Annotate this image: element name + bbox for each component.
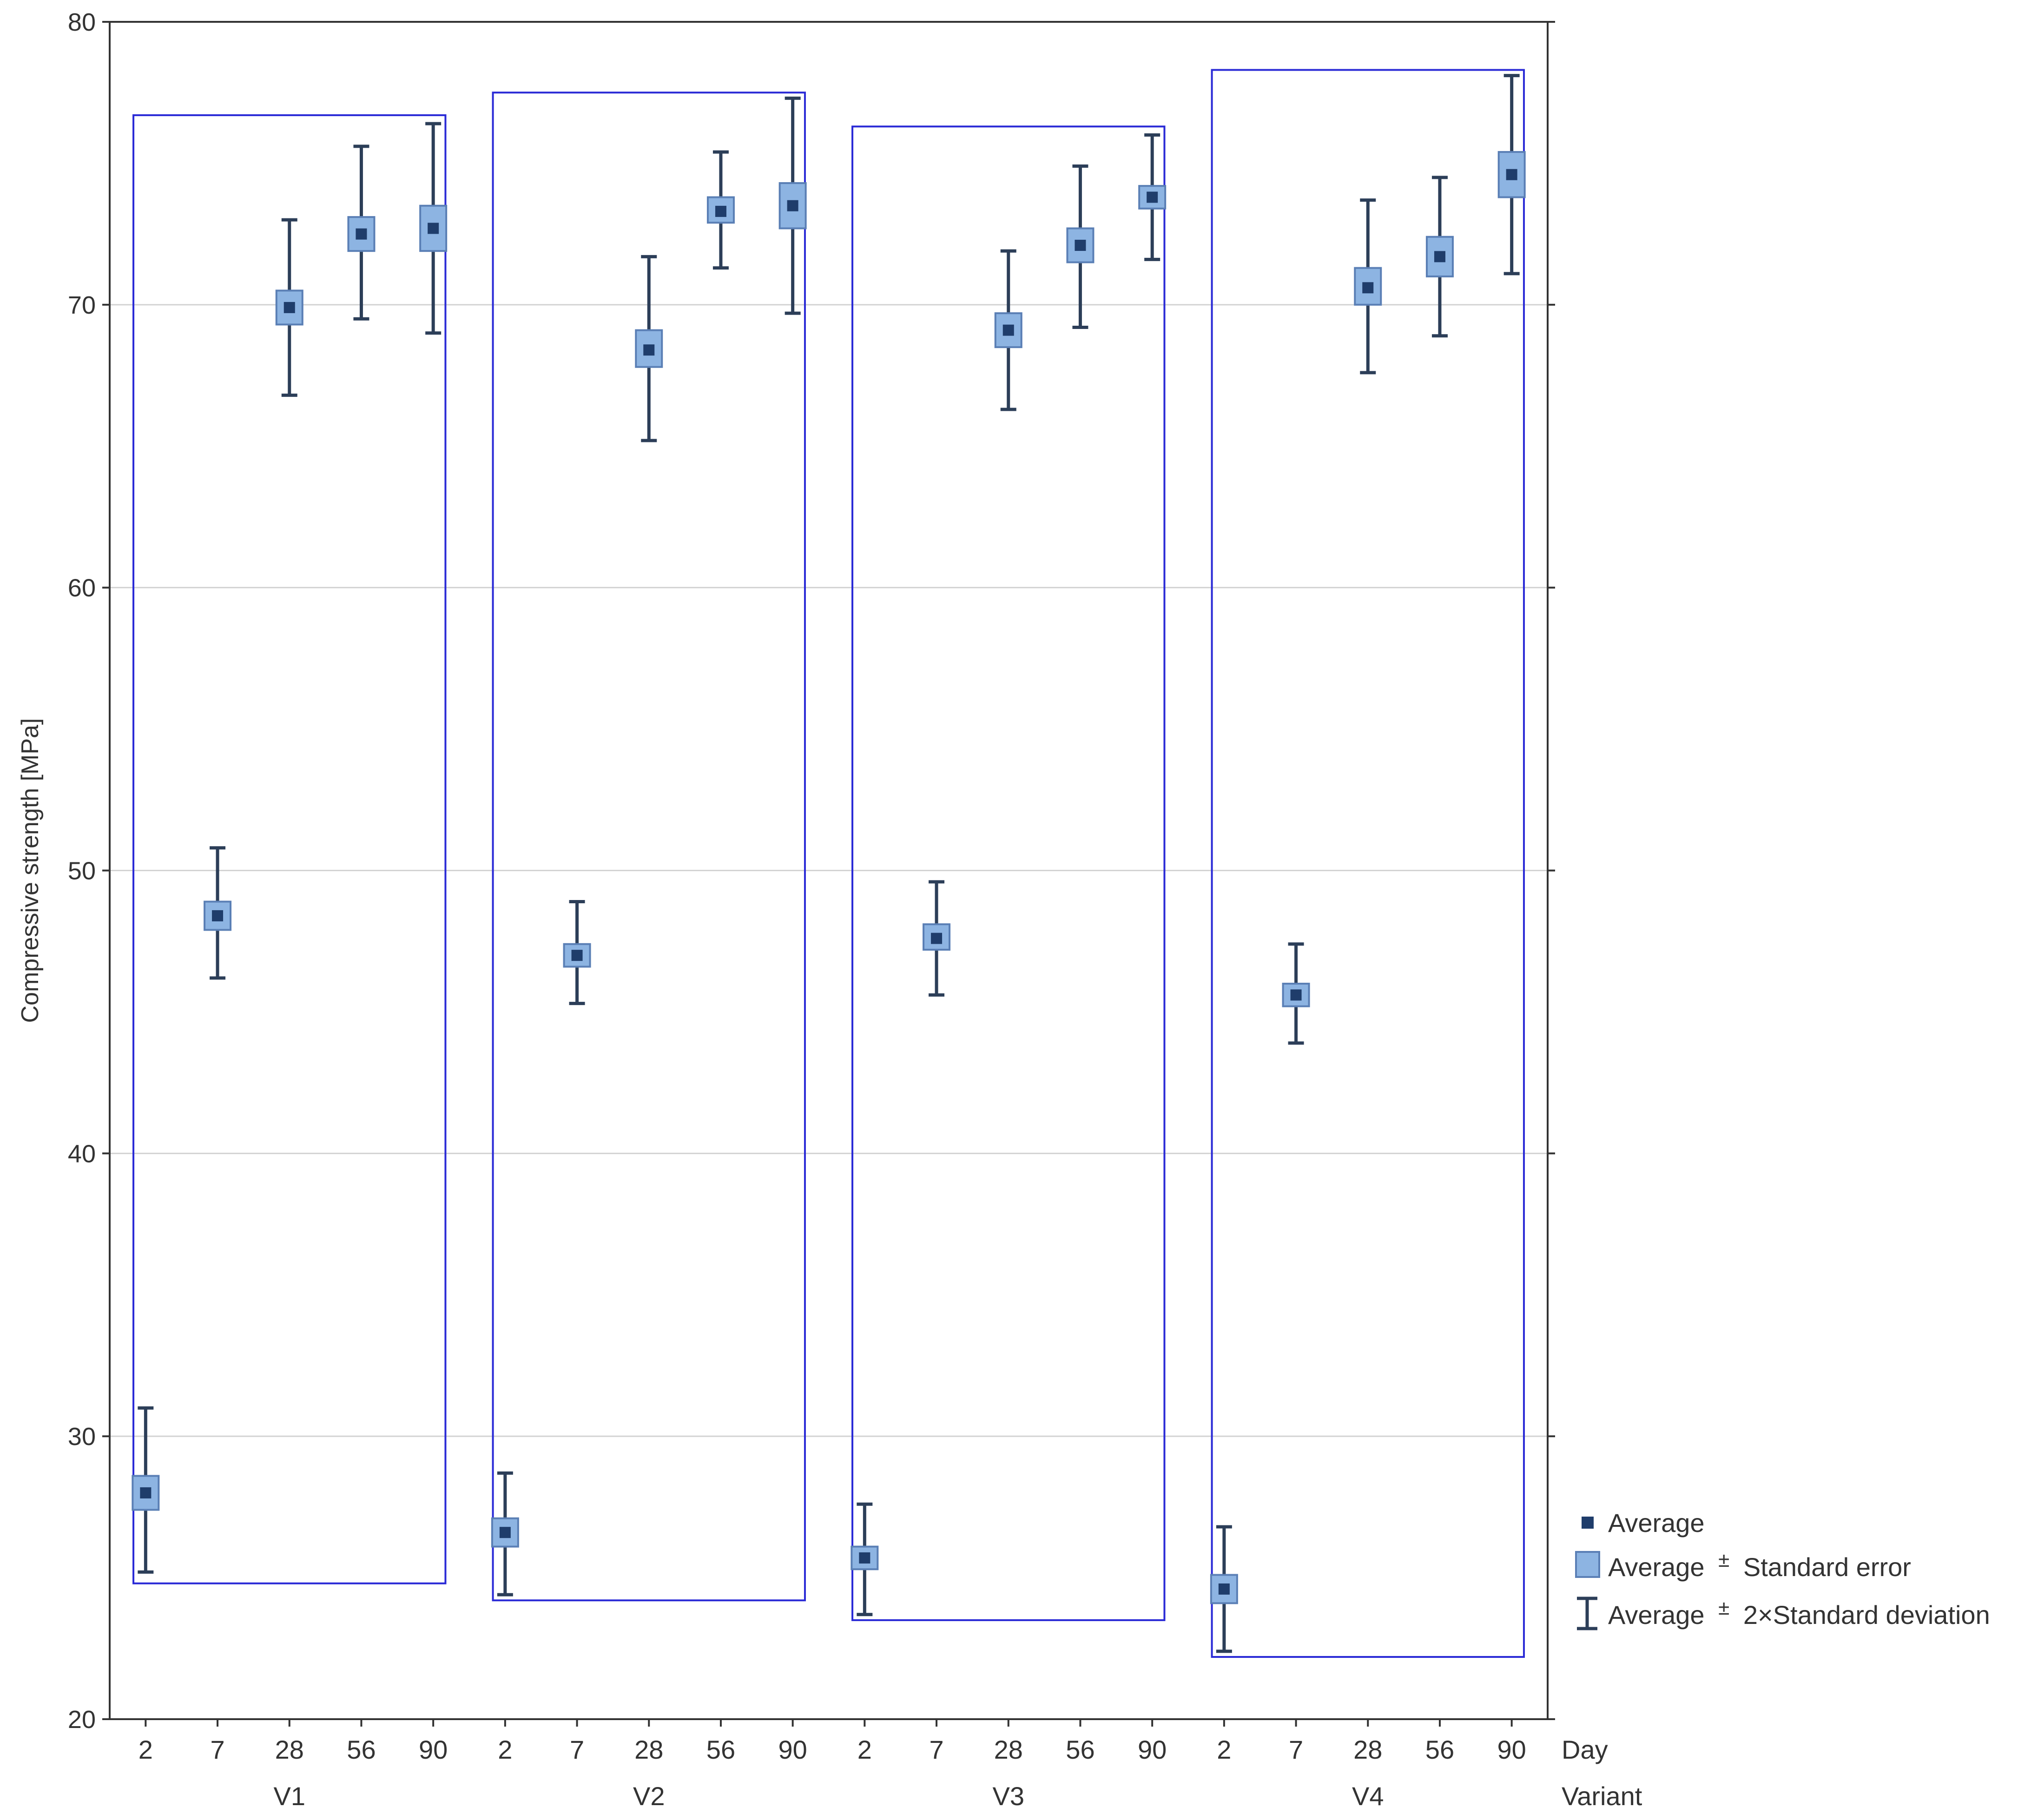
legend-average-marker: [1582, 1517, 1594, 1529]
x-tick-label-day: 2: [498, 1735, 512, 1764]
point-v4-day-7: [1282, 942, 1310, 1045]
group-box-v2: [492, 92, 806, 1602]
point-v3-day-7: [923, 880, 951, 997]
mean-marker: [931, 933, 943, 944]
mean-marker: [787, 200, 798, 211]
point-v2-day-56: [706, 150, 735, 270]
group-box-v3: [851, 125, 1166, 1621]
y-tick-label: 20: [68, 1706, 96, 1734]
point-v3-day-56: [1066, 164, 1095, 329]
mean-marker: [715, 205, 726, 217]
x-tick-label-variant: V2: [633, 1781, 665, 1811]
group-box-v4: [1211, 69, 1525, 1658]
mean-marker: [499, 1527, 511, 1538]
mean-marker: [284, 302, 295, 313]
gridlines: [110, 304, 1548, 1437]
point-v2-day-7: [563, 900, 591, 1005]
y-tick-label: 30: [68, 1423, 96, 1451]
x-tick-label-day: 28: [994, 1735, 1023, 1764]
se-box: [419, 204, 448, 252]
x-tick-label-variant: V1: [274, 1781, 306, 1811]
point-v2-day-28: [635, 255, 663, 442]
mean-marker: [1002, 324, 1014, 336]
x-tick-label-day: 90: [1497, 1735, 1526, 1764]
point-v2-day-2: [491, 1471, 519, 1597]
point-v2-day-90: [778, 96, 807, 315]
axes: 20 30 40 50 60 70 80 2 7 28 56 90 V1 2 7 28 56 90 V2 2 7 28 56…: [68, 8, 1555, 1811]
y-tick-label: 60: [68, 574, 96, 602]
legend-se-pm: ±: [1718, 1549, 1729, 1571]
point-v4-day-56: [1425, 176, 1454, 338]
x-axis-day-label: Day: [1562, 1735, 1608, 1764]
mean-marker: [1290, 989, 1302, 1001]
legend-sd-pm: ±: [1718, 1597, 1729, 1619]
mean-marker: [1362, 282, 1374, 294]
legend-average-label: Average: [1608, 1508, 1705, 1537]
x-tick-label-day: 56: [1425, 1735, 1454, 1764]
legend-se-label: Average ± Standard error: [1608, 1543, 1911, 1582]
x-tick-label-day: 28: [275, 1735, 304, 1764]
x-axis-variant-label: Variant: [1562, 1781, 1642, 1811]
mean-marker: [1147, 191, 1158, 203]
legend-sd-bar: [1577, 1597, 1597, 1630]
y-axis-label: Compressive strength [MPa]: [17, 718, 44, 1023]
x-tick-label-day: 28: [634, 1735, 663, 1764]
mean-marker: [571, 950, 583, 961]
data-marks: [132, 74, 1526, 1653]
x-tick-label-day: 7: [210, 1735, 224, 1764]
mean-marker: [212, 910, 224, 921]
point-v1-day-90: [419, 122, 448, 335]
point-v1-day-28: [275, 218, 303, 397]
point-v1-day-7: [204, 846, 232, 980]
x-tick-label-day: 56: [347, 1735, 376, 1764]
point-v3-day-90: [1138, 133, 1167, 261]
x-tick-label-day: 28: [1353, 1735, 1382, 1764]
point-v3-day-2: [851, 1502, 879, 1616]
y-tick-label: 40: [68, 1140, 96, 1168]
legend-se-prefix: Average: [1608, 1552, 1705, 1582]
se-box: [204, 900, 232, 931]
mean-marker: [859, 1552, 870, 1564]
mean-marker: [140, 1487, 152, 1498]
point-v4-day-28: [1354, 198, 1382, 375]
point-v4-day-2: [1210, 1525, 1238, 1653]
group-boxes: [132, 69, 1525, 1658]
legend-sd-prefix: Average: [1608, 1600, 1705, 1629]
x-tick-label-day: 56: [706, 1735, 735, 1764]
group-box-v1: [132, 114, 447, 1584]
point-v3-day-28: [994, 249, 1022, 411]
mean-marker: [1075, 239, 1086, 251]
x-tick-label-day: 56: [1066, 1735, 1095, 1764]
mean-marker: [1218, 1583, 1230, 1595]
x-tick-label-day: 7: [1289, 1735, 1303, 1764]
x-tick-label-day: 2: [857, 1735, 872, 1764]
legend-sd-label: Average ± 2×Standard deviation: [1608, 1591, 1990, 1629]
point-v1-day-56: [347, 145, 376, 321]
point-v1-day-2: [132, 1406, 160, 1574]
point-v4-day-90: [1497, 74, 1526, 276]
mean-marker: [643, 344, 655, 356]
mean-marker: [356, 228, 367, 240]
y-tick-label: 70: [68, 291, 96, 319]
legend-sd-suffix: 2×Standard deviation: [1743, 1600, 1990, 1629]
x-tick-label-variant: V3: [993, 1781, 1025, 1811]
x-tick-label-day: 90: [778, 1735, 807, 1764]
legend-se-box: [1575, 1551, 1600, 1578]
y-tick-label: 50: [68, 857, 96, 885]
mean-marker: [428, 223, 439, 234]
x-tick-label-day: 2: [138, 1735, 153, 1764]
mean-marker: [1434, 251, 1445, 263]
x-tick-label-day: 2: [1217, 1735, 1231, 1764]
legend-se-suffix: Standard error: [1743, 1552, 1911, 1582]
y-tick-label: 80: [68, 8, 96, 36]
x-tick-label-variant: V4: [1352, 1781, 1384, 1811]
x-tick-label-day: 7: [570, 1735, 584, 1764]
legend: Average Average ± Standard error Average…: [1575, 1508, 1990, 1630]
x-tick-label-day: 90: [1138, 1735, 1167, 1764]
mean-marker: [1506, 169, 1517, 180]
x-tick-label-day: 7: [929, 1735, 943, 1764]
x-tick-label-day: 90: [419, 1735, 448, 1764]
